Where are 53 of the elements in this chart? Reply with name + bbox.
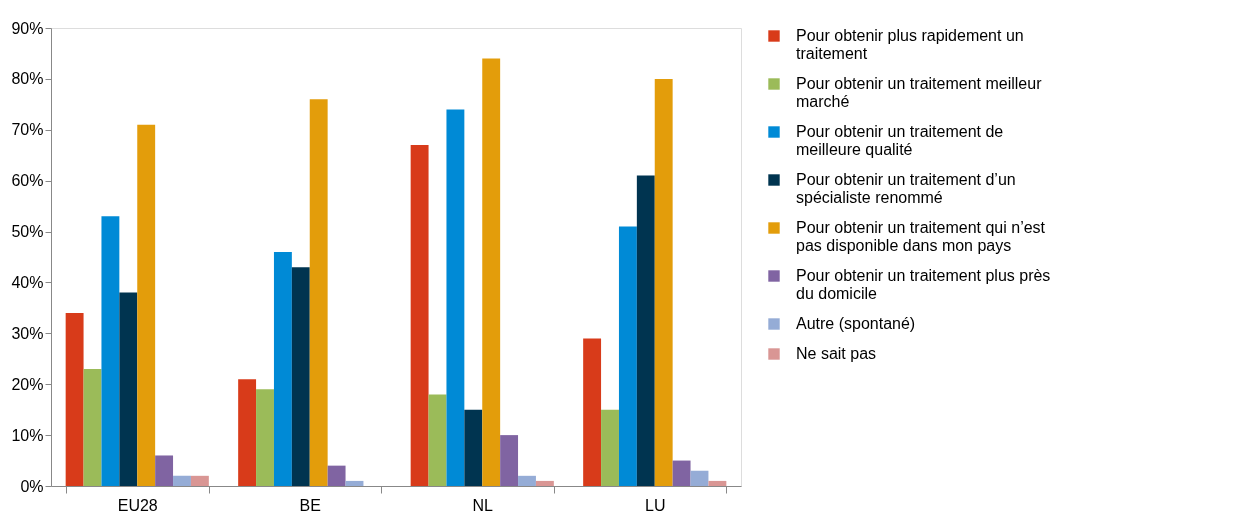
bar	[309, 99, 328, 486]
x-tick-label: NL	[472, 496, 494, 514]
bar	[119, 292, 138, 486]
bar	[65, 312, 84, 486]
legend-label: Pour obtenir un traitement d’un spécialiste renommé	[796, 171, 1016, 206]
bar	[137, 124, 156, 486]
legend-label: Pour obtenir un traitement qui n’est pas disponible dans mon pays	[796, 219, 1046, 254]
bar	[83, 368, 102, 486]
legend-label: Autre (spontané)	[796, 315, 916, 332]
bar	[291, 267, 310, 486]
y-tick-label: 40%	[11, 273, 44, 291]
x-tick-label: EU28	[117, 496, 158, 514]
bar	[636, 175, 655, 486]
y-tick-label: 30%	[11, 324, 44, 342]
bar	[101, 216, 120, 486]
bar	[173, 475, 191, 486]
bar	[535, 480, 554, 486]
bar	[428, 394, 447, 486]
bar	[273, 251, 292, 486]
bar	[327, 465, 346, 486]
x-tick-label: LU	[645, 496, 666, 514]
bar	[708, 480, 727, 486]
bar	[482, 58, 501, 486]
bar	[190, 475, 209, 486]
legend-label: Pour obtenir plus rapidement un traitement	[796, 27, 1024, 62]
y-tick-label: 80%	[11, 70, 44, 88]
y-tick-label: 70%	[11, 121, 44, 139]
bar	[410, 145, 429, 486]
legend-label: Ne sait pas	[796, 345, 877, 362]
legend-label: Pour obtenir un traitement plus près du domicile	[796, 267, 1051, 302]
y-tick-label: 0%	[20, 477, 44, 495]
bar	[464, 409, 483, 486]
bar	[238, 379, 257, 486]
y-tick-label: 20%	[11, 375, 44, 393]
bar	[446, 109, 465, 486]
y-tick-label: 90%	[11, 19, 44, 37]
bar	[256, 389, 274, 486]
bar	[672, 460, 691, 486]
x-tick-label: BE	[299, 496, 321, 514]
y-tick-label: 10%	[11, 426, 44, 444]
bar	[601, 409, 619, 486]
y-tick-label: 50%	[11, 223, 44, 241]
legend-label: Pour obtenir un traitement de meilleure qualité	[796, 123, 1004, 158]
bar	[690, 470, 709, 486]
bar	[500, 435, 519, 486]
legend-label: Pour obtenir un traitement meilleur marché	[796, 75, 1043, 110]
bar	[654, 78, 673, 486]
bar	[155, 455, 174, 486]
bar	[345, 480, 364, 486]
bar	[618, 226, 637, 486]
bar	[518, 475, 536, 486]
bar	[583, 338, 602, 486]
y-tick-label: 60%	[11, 172, 44, 190]
